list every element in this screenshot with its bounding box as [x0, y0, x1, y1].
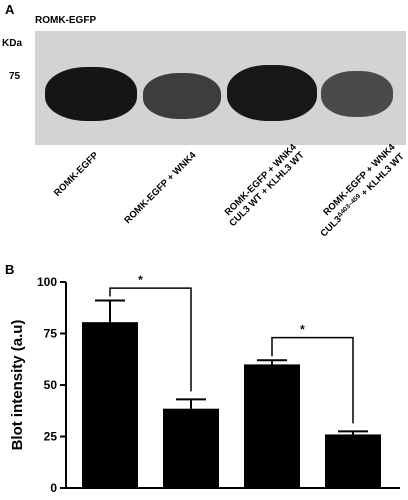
blot-title: ROMK-EGFP: [35, 15, 97, 26]
lane-label-2: ROMK-EGFP + WNK4: [122, 150, 199, 227]
significance-star: *: [300, 323, 305, 337]
kda-label: KDa: [2, 38, 23, 49]
panel-b-label: B: [5, 262, 15, 277]
western-blot-image: [35, 31, 406, 145]
band-lane-1: [45, 67, 137, 121]
band-lane-3: [227, 65, 317, 121]
band-lane-2: [143, 73, 221, 119]
y-axis-label: Blot intensity (a.u): [9, 320, 26, 451]
bar: [325, 434, 381, 488]
significance-bracket: [109, 287, 192, 392]
bar-chart: Blot intensity (a.u) 0 25 50 75 100 * *: [9, 273, 400, 495]
marker-75-label: 75: [9, 71, 21, 82]
significance-bracket: [271, 336, 354, 424]
y-tick-label: 75: [44, 327, 58, 341]
band-lane-4: [321, 71, 393, 117]
lane-label-4: ROMK-EGFP + WNK4 CUL3Δ403–459 + KLHL3 WT: [318, 142, 407, 240]
bar: [82, 322, 138, 488]
y-tick-label: 0: [50, 481, 57, 495]
significance-star: *: [138, 273, 143, 287]
lane-label-3: ROMK-EGFP + WNK4 CUL3 WT + KLHL3 WT: [222, 142, 307, 230]
lane-label-1: ROMK-EGFP: [51, 150, 101, 199]
bar: [163, 408, 219, 488]
y-tick-label: 100: [37, 275, 57, 289]
panel-a-label: A: [5, 2, 15, 17]
y-tick-label: 25: [44, 430, 58, 444]
bar: [244, 364, 300, 488]
y-tick-label: 50: [44, 378, 58, 392]
